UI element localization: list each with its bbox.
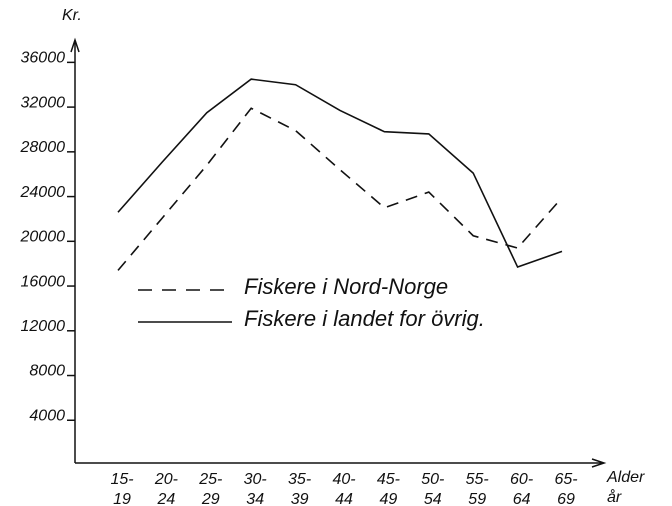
x-axis-label: Alder år (606, 469, 645, 506)
legend-label: Fiskere i Nord-Norge (244, 274, 448, 299)
y-arrow (70, 37, 80, 53)
y-tick-label: 28000 (20, 139, 66, 156)
y-tick-label: 20000 (20, 229, 66, 246)
x-tick-label: 25-29 (198, 471, 222, 506)
x-arrow (591, 458, 607, 468)
y-tick-label: 12000 (21, 318, 66, 335)
x-tick-label: 45-49 (377, 471, 400, 506)
legend-label: Fiskere i landet for övrig. (244, 306, 485, 331)
x-tick-label: 30-34 (244, 471, 267, 506)
y-tick-label: 4000 (29, 407, 65, 424)
series-line (117, 107, 563, 271)
x-tick-label: 50-54 (421, 471, 444, 506)
y-axis-label: Kr. (62, 7, 82, 24)
y-tick-label: 36000 (21, 50, 66, 67)
x-tick-label: 60-64 (510, 471, 533, 506)
x-tick-label: 35-39 (288, 471, 311, 506)
x-tick-label: 40-44 (332, 471, 355, 506)
series-line (117, 78, 563, 269)
x-tick-label: 55-59 (466, 471, 489, 506)
x-tick-label: 65-69 (554, 471, 577, 506)
y-tick-label: 16000 (21, 273, 66, 290)
x-tick-label: 20-24 (154, 471, 178, 506)
y-tick-label: 32000 (21, 94, 66, 111)
x-tick-label: 15-19 (110, 471, 133, 506)
y-tick-label: 24000 (20, 184, 66, 201)
y-tick-label: 8000 (29, 363, 65, 380)
